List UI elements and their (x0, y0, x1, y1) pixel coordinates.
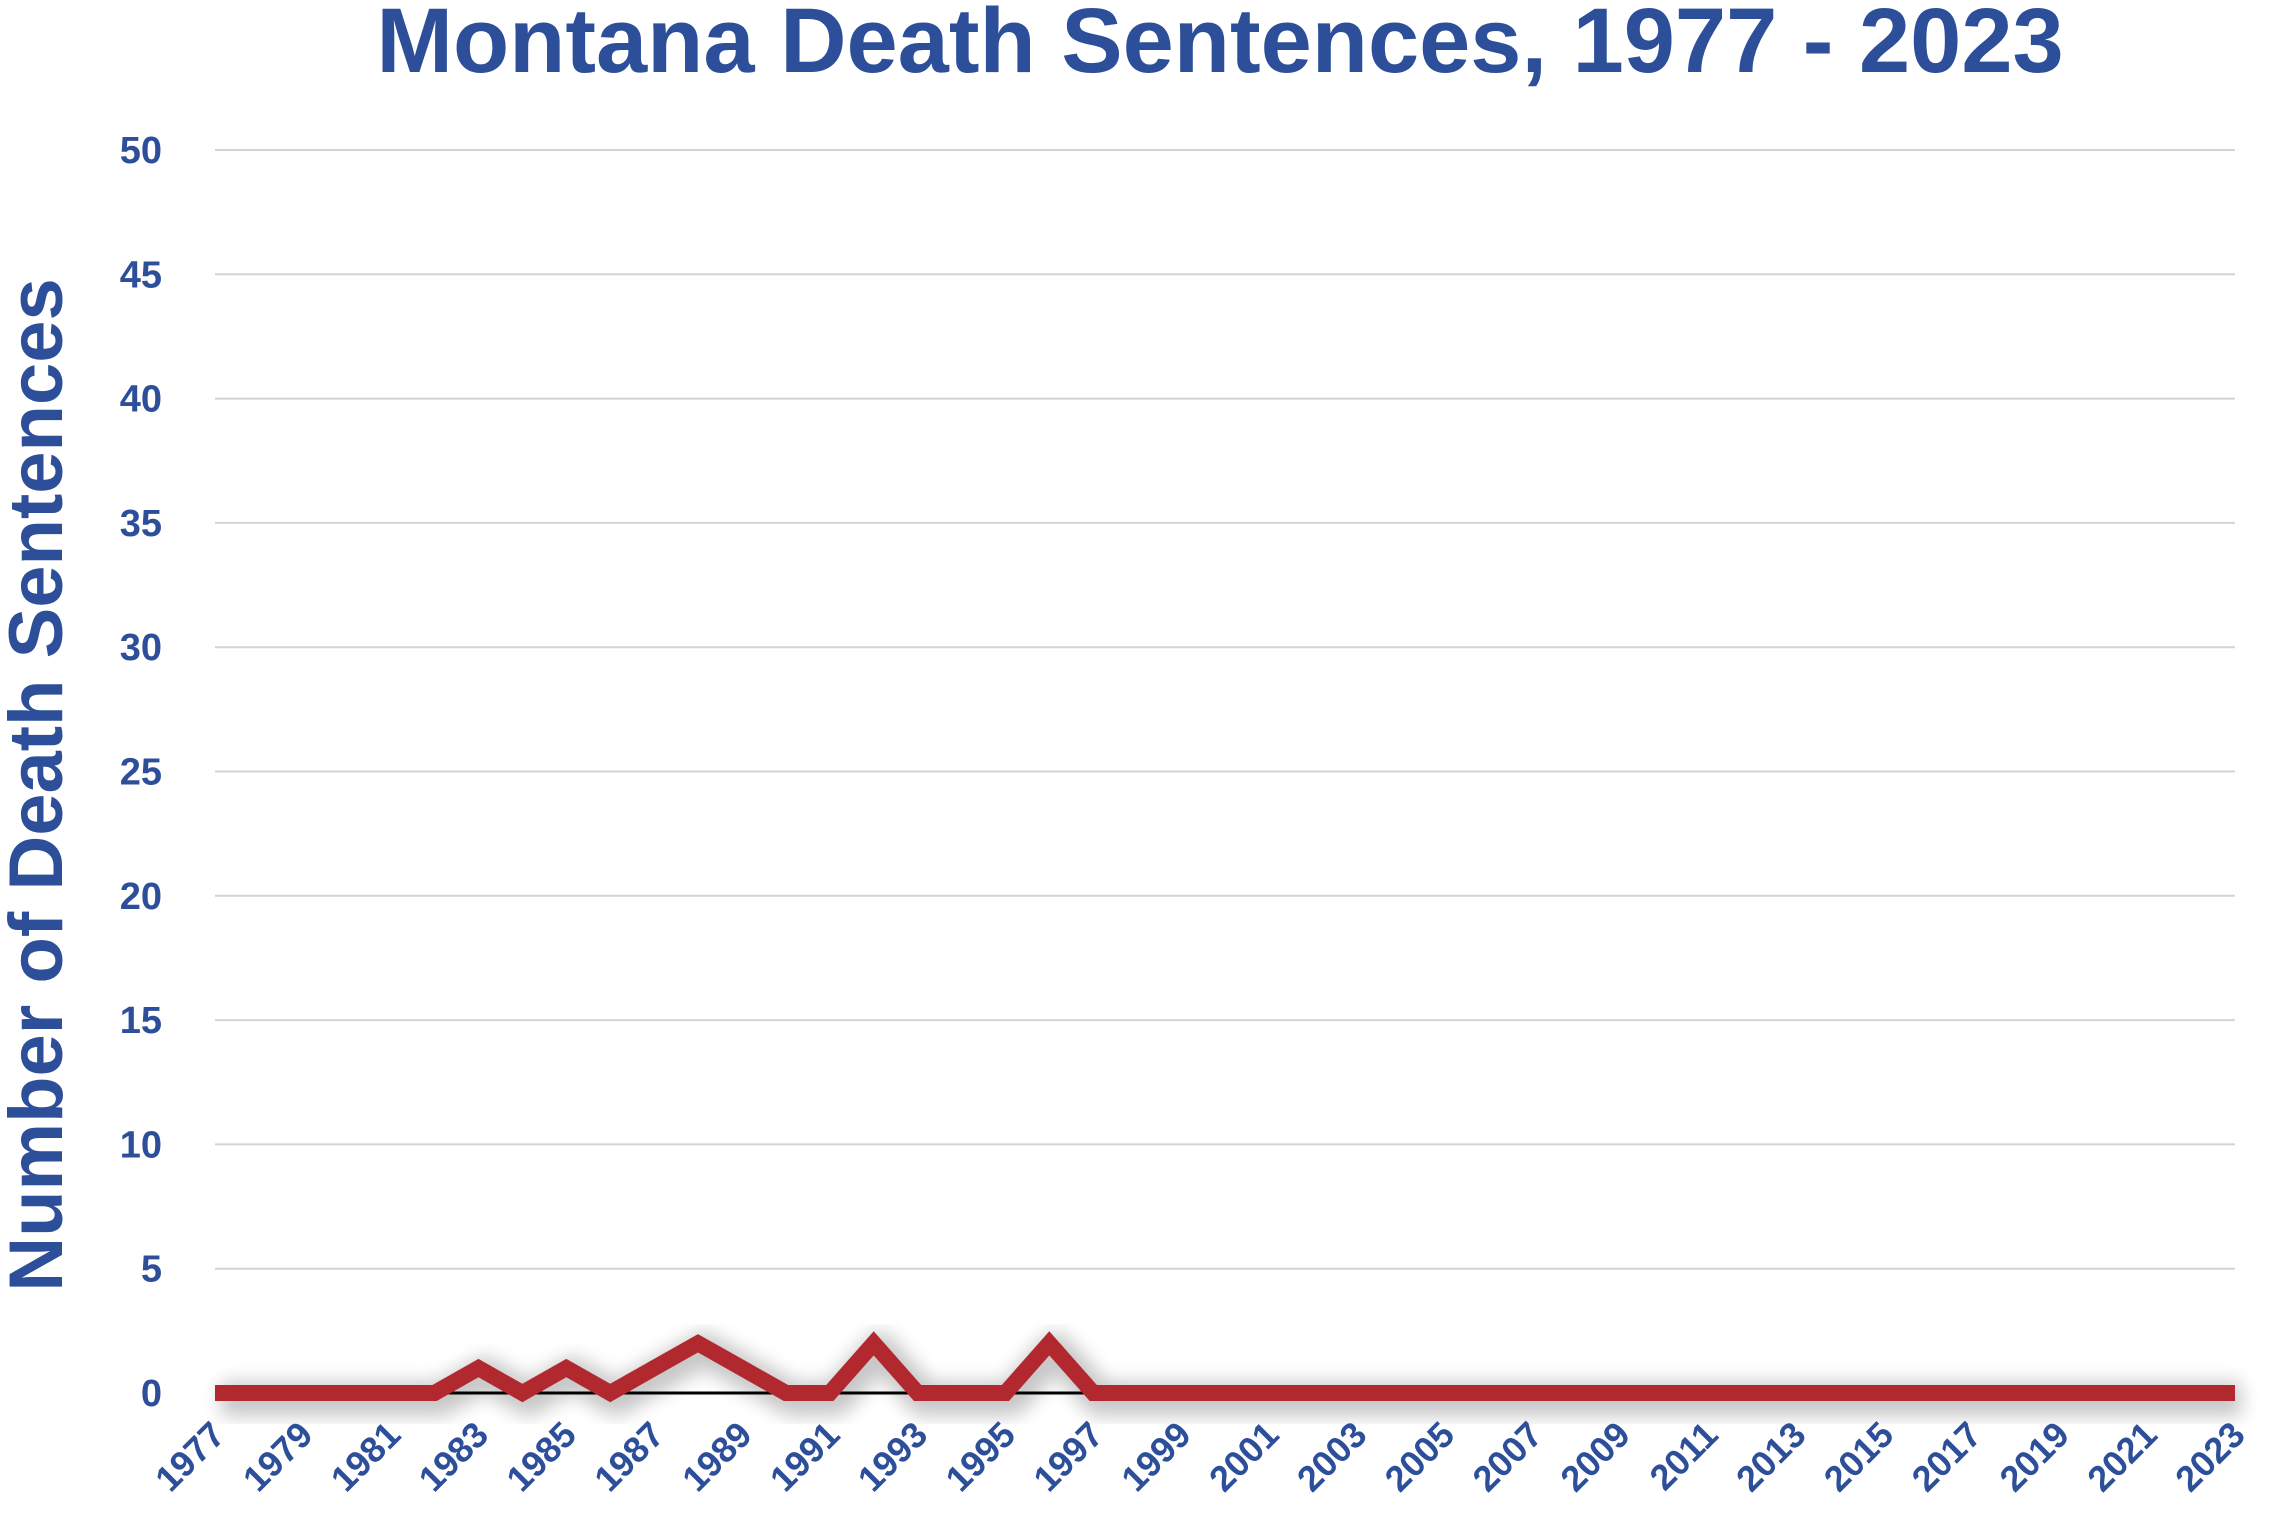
y-axis-label: Number of Death Sentences (0, 278, 79, 1292)
x-tick-label-1983: 1983 (411, 1414, 497, 1500)
series-layer (214, 1331, 2236, 1403)
x-tick-label-2017: 2017 (1904, 1414, 1990, 1500)
x-tick-label-2003: 2003 (1289, 1414, 1375, 1500)
x-tick-label-2001: 2001 (1201, 1414, 1287, 1500)
y-tick-label-40: 40 (120, 379, 162, 421)
y-tick-label-5: 5 (141, 1249, 162, 1291)
y-tick-label-0: 0 (141, 1373, 162, 1415)
x-tick-label-2011: 2011 (1641, 1414, 1725, 1498)
x-tick-label-2007: 2007 (1464, 1414, 1550, 1500)
x-tick-label-1977: 1977 (147, 1414, 233, 1500)
x-tick-label-2015: 2015 (1816, 1414, 1902, 1500)
x-tick-label-1991: 1991 (762, 1414, 848, 1500)
x-tick-label-1989: 1989 (674, 1414, 760, 1500)
y-tick-label-15: 15 (120, 1000, 162, 1042)
chart-title: Montana Death Sentences, 1977 - 2023 (376, 0, 2063, 92)
y-tick-label-25: 25 (120, 752, 162, 794)
y-tick-labels: 0 5 10 15 20 25 30 35 40 45 50 (120, 130, 162, 1415)
x-tick-label-1993: 1993 (850, 1414, 936, 1500)
y-tick-label-10: 10 (120, 1124, 162, 1166)
series-line-0 (215, 1331, 2235, 1403)
x-tick-label-1985: 1985 (498, 1414, 584, 1500)
x-tick-label-1981: 1981 (323, 1414, 409, 1500)
x-tick-label-2009: 2009 (1552, 1414, 1638, 1500)
x-tick-label-1987: 1987 (586, 1414, 672, 1500)
y-tick-label-30: 30 (120, 627, 162, 669)
x-tick-label-2019: 2019 (1991, 1414, 2077, 1500)
x-tick-label-2021: 2021 (2079, 1414, 2165, 1500)
gridlines (215, 149, 2235, 1270)
y-tick-label-45: 45 (120, 254, 162, 296)
y-tick-label-20: 20 (120, 876, 162, 918)
x-tick-label-2005: 2005 (1377, 1414, 1463, 1500)
y-tick-label-50: 50 (120, 130, 162, 172)
x-tick-label-1999: 1999 (1113, 1414, 1199, 1500)
x-tick-label-1979: 1979 (235, 1414, 321, 1500)
x-tick-labels: 1977 1979 1981 1983 1985 1987 1989 1991 1993 1995… (147, 1414, 2253, 1500)
y-tick-label-35: 35 (120, 503, 162, 545)
x-tick-label-2023: 2023 (2167, 1414, 2253, 1500)
x-tick-label-1997: 1997 (1025, 1414, 1111, 1500)
x-tick-label-1995: 1995 (937, 1414, 1023, 1500)
x-tick-label-2013: 2013 (1728, 1414, 1814, 1500)
